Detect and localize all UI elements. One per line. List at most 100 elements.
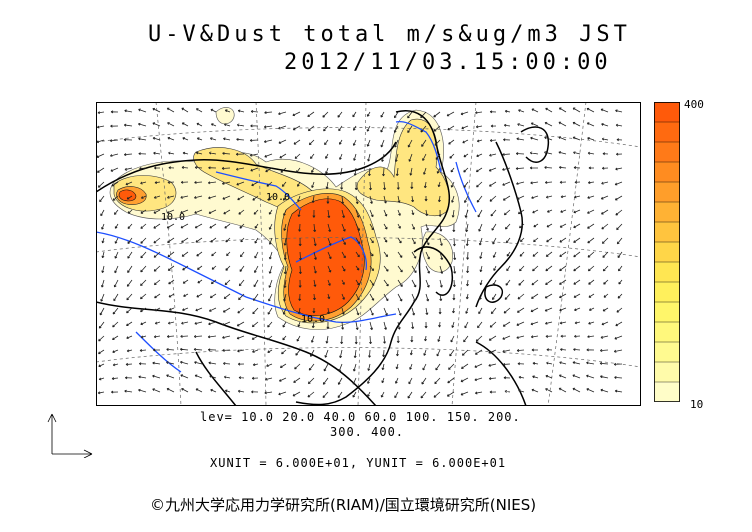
wind-arrow: [545, 334, 553, 338]
wind-arrow: [278, 377, 287, 382]
wind-arrow: [240, 251, 245, 258]
wind-arrow: [614, 335, 623, 340]
wind-arrow: [517, 123, 525, 127]
wind-arrow: [311, 181, 315, 189]
wind-arrow: [96, 139, 105, 144]
wind-arrow: [298, 265, 302, 275]
wind-arrow: [254, 237, 259, 244]
wind-arrow: [411, 307, 416, 316]
wind-arrow: [278, 391, 287, 396]
wind-arrow: [167, 180, 175, 184]
colorbar-cell: [654, 301, 680, 323]
wind-arrow: [397, 195, 401, 203]
wind-arrow: [101, 237, 105, 244]
wind-arrow: [435, 363, 441, 371]
wind-arrow: [545, 374, 553, 379]
wind-arrow: [138, 137, 147, 141]
wind-arrow: [114, 223, 119, 229]
wind-arrow: [382, 167, 385, 177]
wind-arrow: [298, 223, 302, 232]
wind-arrow: [182, 151, 189, 155]
wind-arrow: [462, 139, 469, 144]
wind-arrow: [294, 153, 301, 159]
wind-arrow: [502, 152, 511, 156]
wind-arrow: [307, 391, 315, 398]
wind-arrow: [355, 293, 360, 301]
wind-arrow: [453, 251, 457, 261]
wind-arrow: [489, 321, 497, 328]
wind-arrow: [237, 349, 245, 353]
wind-arrow: [126, 307, 133, 314]
wind-arrow: [367, 391, 371, 397]
wind-arrow: [545, 321, 553, 325]
wind-arrow: [424, 195, 428, 202]
wind-arrow: [601, 123, 609, 127]
wind-arrow: [166, 348, 175, 352]
wind-arrow: [425, 293, 430, 302]
wind-arrow: [210, 279, 217, 285]
wind-arrow: [504, 293, 511, 300]
wind-arrow: [383, 223, 388, 230]
wind-arrow: [383, 335, 386, 344]
wind-arrow: [153, 237, 161, 244]
wind-arrow: [126, 279, 133, 287]
wind-arrow: [369, 279, 375, 286]
wind-arrow: [503, 209, 511, 216]
wind-arrow: [531, 108, 539, 113]
wind-arrow: [337, 391, 343, 398]
wind-arrow: [397, 251, 403, 258]
wind-arrow: [207, 335, 217, 339]
wind-arrow: [114, 251, 119, 259]
wind-arrow: [124, 109, 133, 113]
wind-arrow: [252, 195, 259, 201]
wind-arrow: [237, 195, 245, 201]
wind-arrow: [196, 137, 203, 141]
wind-arrow: [298, 237, 302, 247]
wind-arrow: [394, 153, 399, 162]
wind-arrow: [308, 139, 315, 146]
wind-arrow: [112, 335, 119, 340]
wind-arrow: [411, 237, 416, 245]
wind-arrow: [341, 195, 345, 205]
wind-arrow: [479, 293, 483, 300]
coastlines: [96, 110, 550, 406]
wind-arrow: [448, 363, 455, 370]
wind-arrow: [383, 279, 389, 287]
wind-arrow: [138, 375, 147, 379]
wind-arrow: [574, 307, 581, 312]
wind-arrow: [138, 122, 147, 127]
wind-arrow: [367, 377, 371, 384]
wind-arrow: [433, 111, 441, 118]
wind-arrow: [283, 209, 287, 216]
wind-arrow: [411, 279, 417, 288]
wind-arrow: [449, 349, 455, 357]
wind-arrow: [341, 209, 346, 218]
wind-arrow: [423, 181, 427, 189]
wind-arrow: [139, 166, 147, 170]
wind-arrow: [546, 361, 553, 365]
wind-arrow: [341, 321, 345, 330]
wind-arrow: [167, 265, 175, 271]
wind-vectors: [96, 107, 623, 399]
wind-arrow: [168, 166, 175, 170]
wind-arrow: [166, 361, 175, 365]
wind-arrow: [411, 251, 417, 259]
wind-arrow: [196, 251, 203, 257]
wind-arrow: [559, 321, 567, 325]
wind-arrow: [268, 293, 273, 302]
wind-arrow: [492, 293, 497, 300]
wind-arrow: [533, 237, 539, 243]
wind-arrow: [221, 181, 231, 185]
wind-arrow: [168, 307, 175, 311]
wind-arrow: [451, 209, 455, 218]
wind-arrow: [559, 279, 567, 285]
wind-arrow: [434, 139, 441, 146]
wind-arrow: [478, 223, 483, 232]
wind-arrow: [324, 349, 329, 358]
wind-arrow: [109, 139, 119, 143]
wind-arrow: [221, 166, 231, 170]
wind-arrow: [411, 223, 415, 230]
wind-arrow: [355, 223, 360, 231]
wind-arrow: [397, 237, 402, 244]
wind-arrow: [97, 391, 105, 395]
